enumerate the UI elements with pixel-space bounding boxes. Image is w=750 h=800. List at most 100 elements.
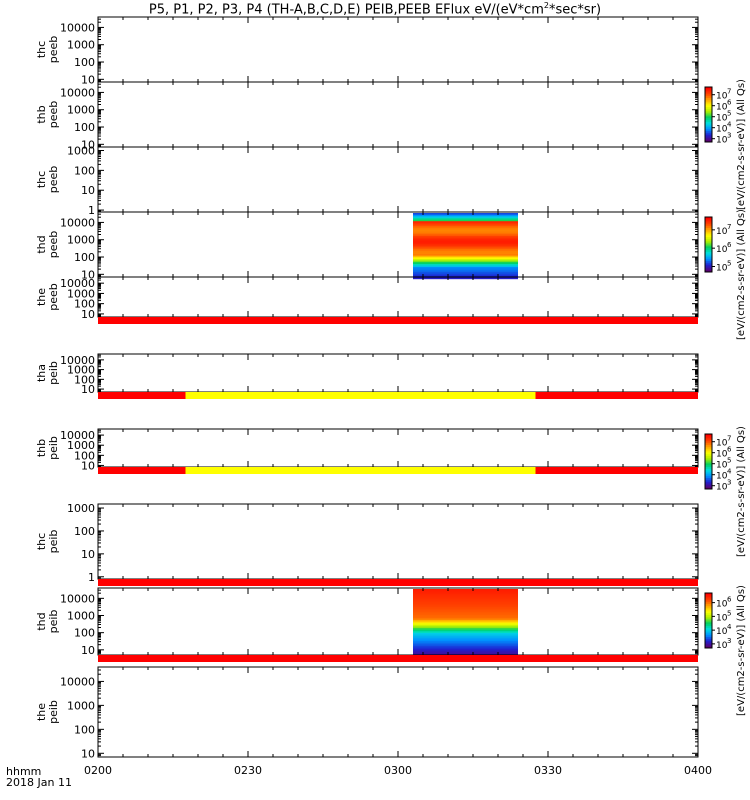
spectrogram-cell <box>413 592 518 595</box>
y-tick-label: 1000 <box>67 364 95 377</box>
colorbar-cell <box>705 270 712 273</box>
colorbar-cell <box>705 125 712 128</box>
panel-label: peib <box>47 700 60 724</box>
y-tick-label: 10000 <box>60 277 95 290</box>
panel-label: peib <box>47 361 60 385</box>
y-tick-label: 10000 <box>60 592 95 605</box>
colorbar-cell <box>705 127 712 130</box>
spectrogram-cell <box>413 242 518 245</box>
panel-label: thd <box>35 235 48 253</box>
colorbar-cell <box>705 620 712 623</box>
spectrogram-cell <box>413 273 518 276</box>
spectrogram-cell <box>413 649 518 652</box>
spectrogram-cell <box>413 254 518 257</box>
colorbar-tick-exponent: 6 <box>727 596 732 604</box>
colorbar-tick-label: 10 <box>716 627 728 637</box>
spectrogram-cell <box>413 255 518 258</box>
colorbar-tick-label: 10 <box>716 483 728 493</box>
colorbar-cell <box>705 461 712 464</box>
colorbar-tick-label: 10 <box>716 641 728 651</box>
colorbar-cell <box>705 616 712 620</box>
panel-label: the <box>35 703 48 721</box>
spectrogram-cell <box>413 231 518 234</box>
flag-bar-segment <box>98 655 698 662</box>
y-tick-label: 1000 <box>67 287 95 300</box>
flag-bar-segment <box>98 579 698 586</box>
colorbar-tick-exponent: 7 <box>727 88 731 96</box>
colorbar-cell <box>705 112 712 115</box>
date-label: 2018 Jan 11 <box>6 776 72 789</box>
colorbar-tick-label: 10 <box>716 439 728 449</box>
colorbar-tick-label: 10 <box>716 613 728 623</box>
colorbar-cell <box>705 99 712 103</box>
colorbar-cell <box>705 476 712 479</box>
colorbar-tick-label: 10 <box>716 136 728 146</box>
y-tick-label: 10 <box>81 268 95 281</box>
colorbar-cell <box>705 615 712 618</box>
colorbar-cell <box>705 109 712 112</box>
colorbar-cell <box>705 264 712 267</box>
colorbar-cell <box>705 472 712 475</box>
spectrogram-cell <box>413 265 518 268</box>
panel-frame <box>97 146 699 213</box>
colorbar-cell <box>705 454 712 457</box>
spectrogram-cell <box>413 224 518 227</box>
colorbar-cell <box>705 596 712 599</box>
y-tick-label: 1000 <box>67 39 95 52</box>
y-tick-label: 10000 <box>60 21 95 34</box>
spectrogram-cell <box>413 593 518 597</box>
colorbar-cell <box>705 229 712 233</box>
colorbar-cell <box>705 627 712 631</box>
colorbar-cell <box>705 134 712 137</box>
x-tick-label: 0300 <box>384 764 412 777</box>
spectrogram-cell <box>413 616 518 619</box>
colorbar-cell <box>705 611 712 614</box>
spectrogram-cell <box>413 250 518 253</box>
spectrogram-cell <box>413 621 518 624</box>
colorbar-cell <box>705 239 712 242</box>
y-tick-label: 10 <box>81 184 95 197</box>
title-text: P5, P1, P2, P3, P4 (TH-A,B,C,D,E) PEIB,P… <box>148 2 544 18</box>
colorbar-tick-exponent: 5 <box>727 110 731 118</box>
y-tick-label: 100 <box>74 56 95 69</box>
spectrogram-cell <box>413 213 518 216</box>
flag-bar-segment <box>185 467 536 474</box>
colorbar-cell <box>705 618 712 621</box>
colorbar-label: [eV/(cm2-s-sr-eV)] (All Qs) <box>736 426 747 557</box>
y-tick-label: 100 <box>74 723 95 736</box>
colorbar-cell <box>705 483 712 486</box>
y-tick-label: 10 <box>81 383 95 396</box>
y-tick-label: 100 <box>74 525 95 538</box>
panel-frame <box>97 587 699 656</box>
spectrogram-cell <box>413 644 518 647</box>
colorbar-cell <box>705 607 712 610</box>
spectrogram-cell <box>413 619 518 623</box>
colorbar-cell <box>705 443 712 446</box>
y-tick-label: 1000 <box>67 104 95 117</box>
spectrogram-cell <box>413 603 518 606</box>
panel-label: thb <box>35 439 48 457</box>
y-tick-label: 1000 <box>67 699 95 712</box>
y-tick-label: 1 <box>88 204 95 217</box>
colorbar-cell <box>705 631 712 634</box>
colorbar-cell <box>705 140 712 143</box>
colorbar-cell <box>705 435 712 439</box>
y-tick-label: 100 <box>74 627 95 640</box>
spectrogram-cell <box>413 232 518 235</box>
colorbar-label: [eV/(cm2-s-sr-eV)] (All Qs) <box>736 209 747 340</box>
colorbar-tick-label: 10 <box>716 103 728 113</box>
colorbar-label: [eV/(cm2-s-sr-eV)] (All Qs) <box>736 585 747 716</box>
colorbar-cell <box>705 268 712 271</box>
colorbar-cell <box>705 87 712 90</box>
colorbar-cell <box>705 468 712 472</box>
colorbar-cell <box>705 110 712 114</box>
colorbar-cell <box>705 105 712 108</box>
colorbar-cell <box>705 90 712 93</box>
y-tick-label: 10 <box>81 308 95 321</box>
colorbar-cell <box>705 240 712 244</box>
colorbar-cell <box>705 262 712 266</box>
colorbar-cell <box>705 129 712 132</box>
spectrogram-cell <box>413 598 518 601</box>
colorbar-tick-exponent: 4 <box>727 468 732 476</box>
